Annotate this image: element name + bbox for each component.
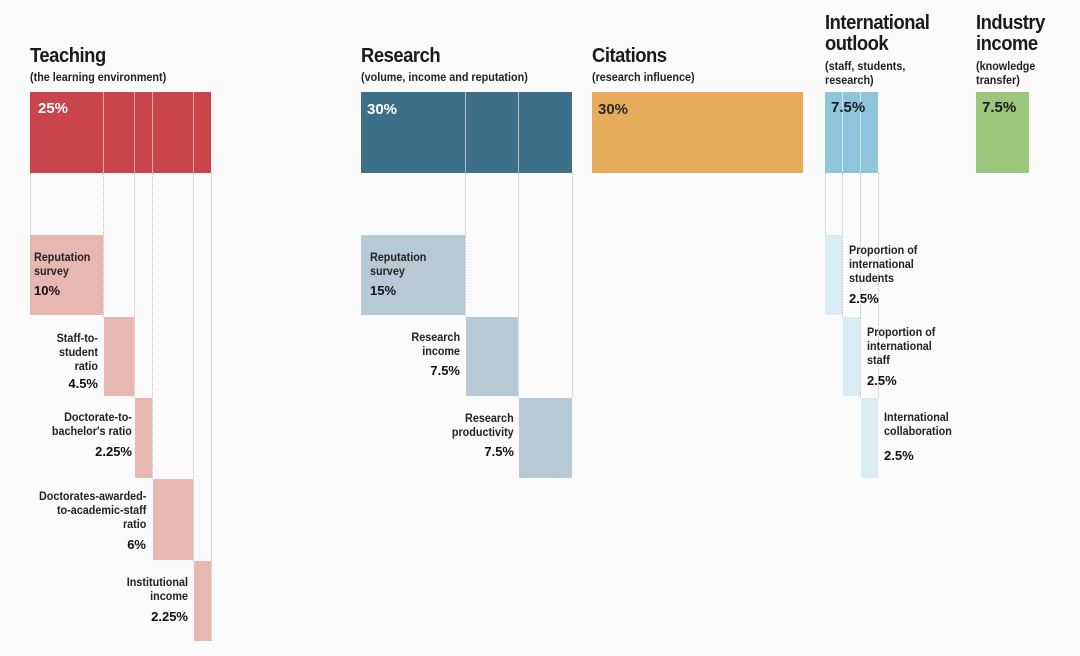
citations-subtitle: (research influence) — [592, 70, 695, 84]
research-productivity-weight: 7.5% — [484, 444, 514, 459]
research-income-box — [466, 317, 518, 396]
research-income-weight: 7.5% — [430, 363, 460, 378]
international-staff-label: Proportion of international staff — [867, 325, 936, 367]
teaching-weight: 25% — [38, 100, 69, 117]
teaching-staff-student-weight: 4.5% — [68, 376, 98, 391]
research-title: Research — [361, 45, 441, 67]
teaching-institutional-income-box — [194, 561, 211, 641]
international-collaboration-box — [861, 398, 878, 478]
research-reputation-weight: 15% — [370, 283, 397, 298]
teaching-subtitle: (the learning environment) — [30, 70, 167, 84]
research-productivity-box — [519, 398, 572, 478]
teaching-bar — [30, 92, 211, 173]
industry-title: Industry income — [976, 12, 1045, 55]
international-staff-weight: 2.5% — [867, 373, 897, 388]
industry-weight: 7.5% — [982, 99, 1017, 116]
citations-title: Citations — [592, 45, 667, 67]
teaching-doctorate-bachelor-label: Doctorate-to- bachelor's ratio — [51, 410, 132, 438]
research-productivity-label: Research productivity — [452, 411, 514, 439]
research-income-label: Research income — [411, 330, 460, 358]
international-staff-box — [843, 317, 860, 396]
international-title: International outlook — [825, 12, 930, 55]
teaching-doctorates-staff-weight: 6% — [127, 537, 146, 552]
teaching-staff-student-label: Staff-to- student ratio — [56, 331, 98, 373]
research-reputation-box — [361, 235, 465, 315]
teaching-reputation-weight: 10% — [34, 283, 61, 298]
international-collaboration-label: International collaboration — [884, 410, 952, 438]
research-bar — [361, 92, 572, 173]
research-subtitle: (volume, income and reputation) — [361, 70, 528, 84]
teaching-doctorate-bachelor-weight: 2.25% — [95, 444, 132, 459]
international-collaboration-weight: 2.5% — [884, 448, 914, 463]
research-weight: 30% — [367, 101, 398, 118]
teaching-reputation-box — [30, 235, 103, 315]
international-subtitle: (staff, students, research) — [825, 59, 906, 87]
industry-subtitle: (knowledge transfer) — [976, 59, 1036, 87]
international-students-box — [825, 235, 842, 315]
teaching-doctorate-bachelor-box — [135, 398, 152, 478]
international-weight: 7.5% — [831, 99, 866, 116]
teaching-doctorates-staff-label: Doctorates-awarded- to-academic-staff ra… — [38, 489, 146, 531]
teaching-staff-student-box — [104, 317, 134, 396]
teaching-institutional-income-label: Institutional income — [126, 575, 188, 603]
international-bar — [825, 92, 878, 173]
citations-bar — [592, 92, 803, 173]
teaching-institutional-income-weight: 2.25% — [151, 609, 188, 624]
citations-weight: 30% — [598, 101, 629, 118]
international-students-label: Proportion of international students — [849, 243, 918, 285]
teaching-title: Teaching — [30, 45, 106, 67]
teaching-reputation-label: Reputation survey — [34, 250, 91, 278]
teaching-doctorates-staff-box — [153, 479, 193, 560]
research-reputation-label: Reputation survey — [370, 250, 427, 278]
international-students-weight: 2.5% — [849, 291, 879, 306]
industry-bar — [976, 92, 1029, 173]
